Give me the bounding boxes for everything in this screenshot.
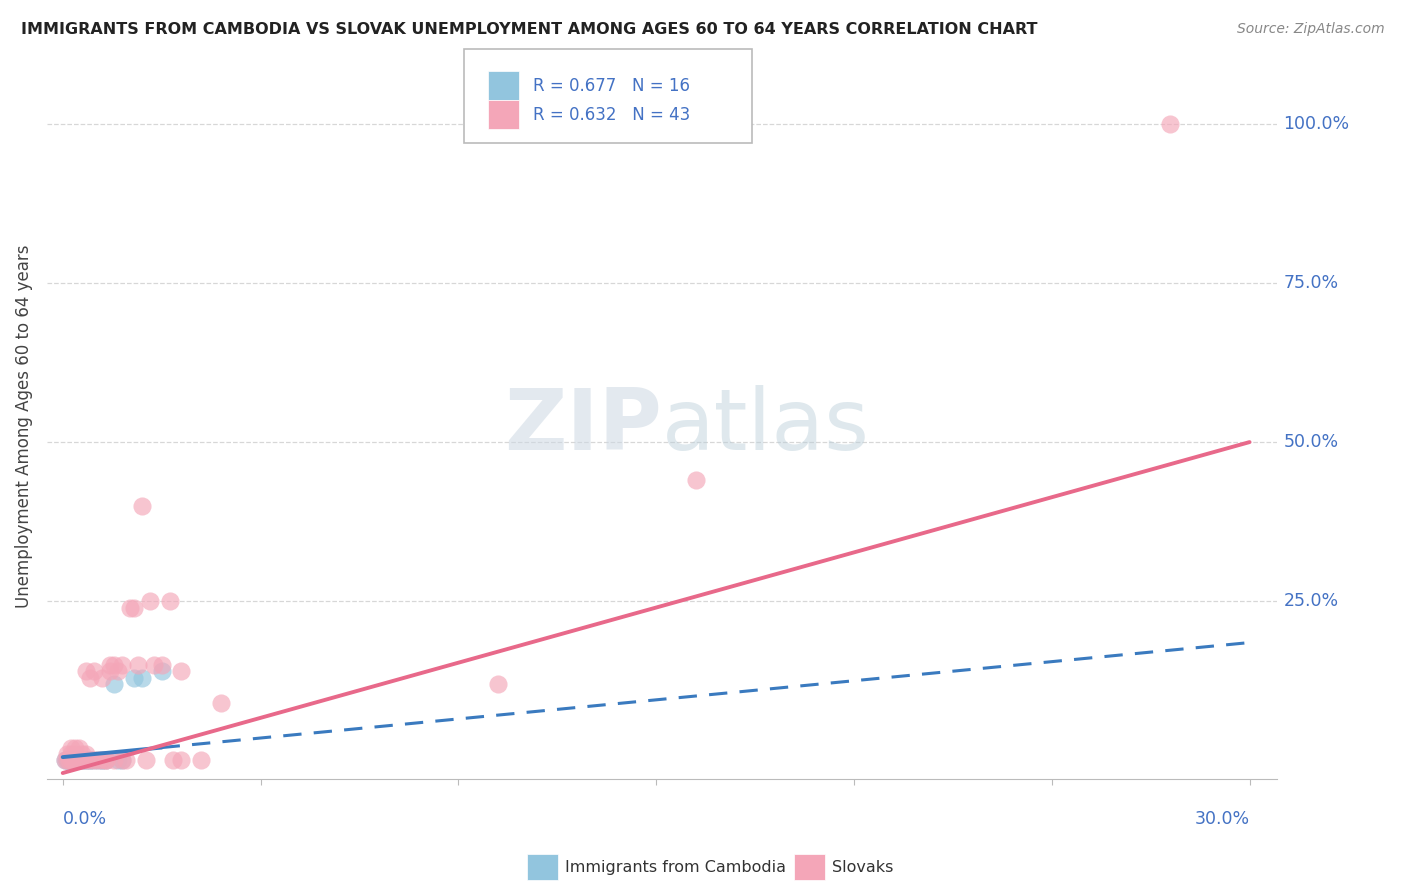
Point xyxy=(96,753,118,767)
Point xyxy=(53,753,76,767)
Text: 30.0%: 30.0% xyxy=(1195,810,1250,828)
Text: 25.0%: 25.0% xyxy=(1284,592,1339,610)
Point xyxy=(55,747,77,761)
Point xyxy=(209,696,232,710)
Text: R = 0.632   N = 43: R = 0.632 N = 43 xyxy=(533,105,690,123)
Point xyxy=(67,753,90,767)
Point xyxy=(87,753,110,767)
Point xyxy=(87,753,110,767)
Point xyxy=(79,753,101,767)
Point xyxy=(103,677,125,691)
Point xyxy=(131,499,153,513)
Point xyxy=(159,594,181,608)
Text: Slovaks: Slovaks xyxy=(832,860,894,874)
Point xyxy=(63,740,86,755)
Point xyxy=(107,753,129,767)
Point xyxy=(63,753,86,767)
Point xyxy=(83,753,105,767)
Point xyxy=(59,753,82,767)
Point xyxy=(62,753,84,767)
Point xyxy=(67,740,90,755)
Point xyxy=(103,657,125,672)
Point xyxy=(142,657,165,672)
Point xyxy=(72,753,94,767)
Point xyxy=(59,753,82,767)
Point xyxy=(55,753,77,767)
Point xyxy=(75,753,97,767)
Point xyxy=(135,753,157,767)
Point xyxy=(58,753,80,767)
Point xyxy=(103,753,125,767)
Text: atlas: atlas xyxy=(662,384,870,467)
Point xyxy=(98,664,121,678)
Point xyxy=(72,753,94,767)
Point xyxy=(96,753,118,767)
Point xyxy=(75,753,97,767)
Point xyxy=(150,664,173,678)
Point xyxy=(63,753,86,767)
Point xyxy=(115,753,138,767)
Point xyxy=(79,671,101,685)
Text: Immigrants from Cambodia: Immigrants from Cambodia xyxy=(565,860,786,874)
Point xyxy=(91,753,114,767)
Point xyxy=(59,753,82,767)
Point xyxy=(79,753,101,767)
Point xyxy=(67,753,90,767)
Point xyxy=(107,664,129,678)
Point xyxy=(91,671,114,685)
Point xyxy=(53,753,76,767)
Point xyxy=(67,753,90,767)
Point xyxy=(118,600,141,615)
Point xyxy=(83,753,105,767)
Point xyxy=(79,753,101,767)
Point xyxy=(75,753,97,767)
Point xyxy=(91,753,114,767)
Point xyxy=(83,664,105,678)
Point xyxy=(96,753,118,767)
Point xyxy=(131,671,153,685)
Point xyxy=(122,600,145,615)
Point xyxy=(111,657,134,672)
Text: IMMIGRANTS FROM CAMBODIA VS SLOVAK UNEMPLOYMENT AMONG AGES 60 TO 64 YEARS CORREL: IMMIGRANTS FROM CAMBODIA VS SLOVAK UNEMP… xyxy=(21,22,1038,37)
Point xyxy=(58,753,80,767)
Point xyxy=(62,753,84,767)
Point xyxy=(59,740,82,755)
Point xyxy=(139,594,162,608)
Point xyxy=(190,753,212,767)
Point xyxy=(150,657,173,672)
Point xyxy=(91,753,114,767)
Point xyxy=(111,753,134,767)
Point xyxy=(1159,117,1181,131)
Point xyxy=(170,664,193,678)
Text: Source: ZipAtlas.com: Source: ZipAtlas.com xyxy=(1237,22,1385,37)
Point xyxy=(98,657,121,672)
Point xyxy=(56,753,79,767)
Text: ZIP: ZIP xyxy=(505,384,662,467)
Text: R = 0.677   N = 16: R = 0.677 N = 16 xyxy=(533,77,690,95)
Text: 100.0%: 100.0% xyxy=(1284,115,1350,133)
Point xyxy=(162,753,184,767)
Text: 0.0%: 0.0% xyxy=(63,810,107,828)
Point xyxy=(59,753,82,767)
Text: 50.0%: 50.0% xyxy=(1284,434,1339,451)
Point xyxy=(170,753,193,767)
Point xyxy=(486,677,509,691)
Point xyxy=(75,747,97,761)
Point xyxy=(63,753,86,767)
Point xyxy=(75,664,97,678)
Point xyxy=(65,753,87,767)
Point xyxy=(72,753,94,767)
Point xyxy=(59,747,82,761)
Point xyxy=(55,753,77,767)
Point xyxy=(111,753,134,767)
Point xyxy=(685,473,707,487)
Text: 75.0%: 75.0% xyxy=(1284,274,1339,292)
Y-axis label: Unemployment Among Ages 60 to 64 years: Unemployment Among Ages 60 to 64 years xyxy=(15,244,32,608)
Point xyxy=(63,747,86,761)
Point xyxy=(127,657,149,672)
Point xyxy=(72,747,94,761)
Point xyxy=(122,671,145,685)
